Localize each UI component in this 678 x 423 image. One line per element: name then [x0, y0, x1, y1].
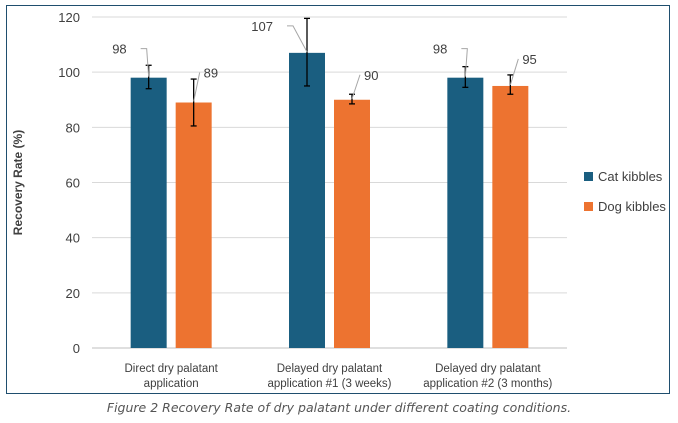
- y-tick-label: 100: [58, 65, 80, 80]
- legend-swatch: [584, 202, 593, 211]
- bar-chart: 0 20 40 60 80 100 120 Recovery Rate (%) 98 89 Dire…: [11, 10, 666, 390]
- data-label: 98: [112, 42, 126, 57]
- data-label: 90: [364, 68, 378, 83]
- bar-cat-kibbles: [447, 77, 484, 348]
- y-tick-label: 120: [58, 10, 80, 25]
- legend-label: Dog kibbles: [598, 199, 666, 214]
- x-category-label: application: [144, 378, 199, 390]
- x-category-label: Delayed dry palatant: [277, 363, 383, 375]
- data-label-leader: [193, 72, 201, 102]
- bar-cat-kibbles: [289, 52, 325, 348]
- bar-dog-kibbles: [334, 99, 370, 348]
- bar-dog-kibbles: [175, 102, 212, 348]
- y-tick-label: 80: [66, 120, 80, 135]
- y-tick-label: 40: [66, 231, 80, 246]
- y-tick-label: 20: [66, 286, 80, 301]
- x-category-label: application #1 (3 weeks): [267, 378, 391, 390]
- x-category-label: application #2 (3 months): [423, 378, 552, 390]
- data-label-leader: [509, 58, 519, 86]
- data-label-leader: [461, 48, 468, 77]
- y-axis-title: Recovery Rate (%): [11, 130, 25, 235]
- x-category-label: Direct dry palatant: [125, 363, 219, 375]
- data-label: 98: [433, 42, 447, 57]
- y-tick-label: 60: [66, 176, 80, 191]
- x-category-label: Delayed dry palatant: [435, 363, 541, 375]
- data-label: 95: [522, 52, 536, 67]
- legend-swatch: [584, 172, 593, 181]
- bar-dog-kibbles: [492, 85, 529, 348]
- legend-label: Cat kibbles: [598, 169, 663, 184]
- data-label-leader: [287, 25, 308, 53]
- y-tick-label: 0: [73, 341, 80, 356]
- data-label: 107: [251, 19, 273, 34]
- data-label-leader: [140, 48, 150, 77]
- figure-caption: Figure 2 Recovery Rate of dry palatant u…: [106, 400, 572, 415]
- data-label: 89: [204, 66, 218, 81]
- data-label-leader: [351, 74, 361, 99]
- bar-cat-kibbles: [130, 77, 167, 348]
